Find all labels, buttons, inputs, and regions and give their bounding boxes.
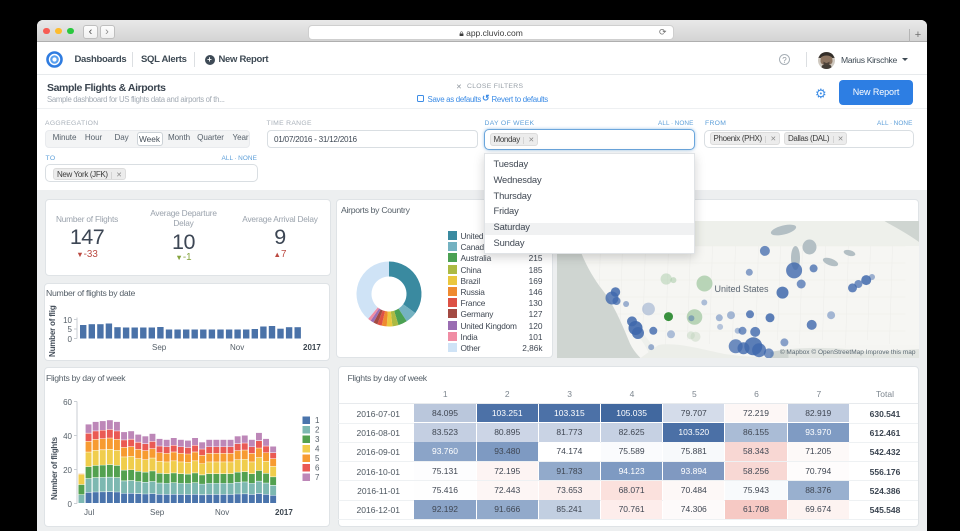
svg-text:2: 2 bbox=[315, 426, 320, 435]
svg-text:5: 5 bbox=[315, 454, 320, 463]
svg-text:7: 7 bbox=[315, 473, 320, 482]
svg-text:3: 3 bbox=[315, 435, 320, 444]
svg-text:6: 6 bbox=[315, 464, 320, 473]
svg-text:4: 4 bbox=[315, 445, 320, 454]
svg-text:1: 1 bbox=[315, 416, 320, 425]
